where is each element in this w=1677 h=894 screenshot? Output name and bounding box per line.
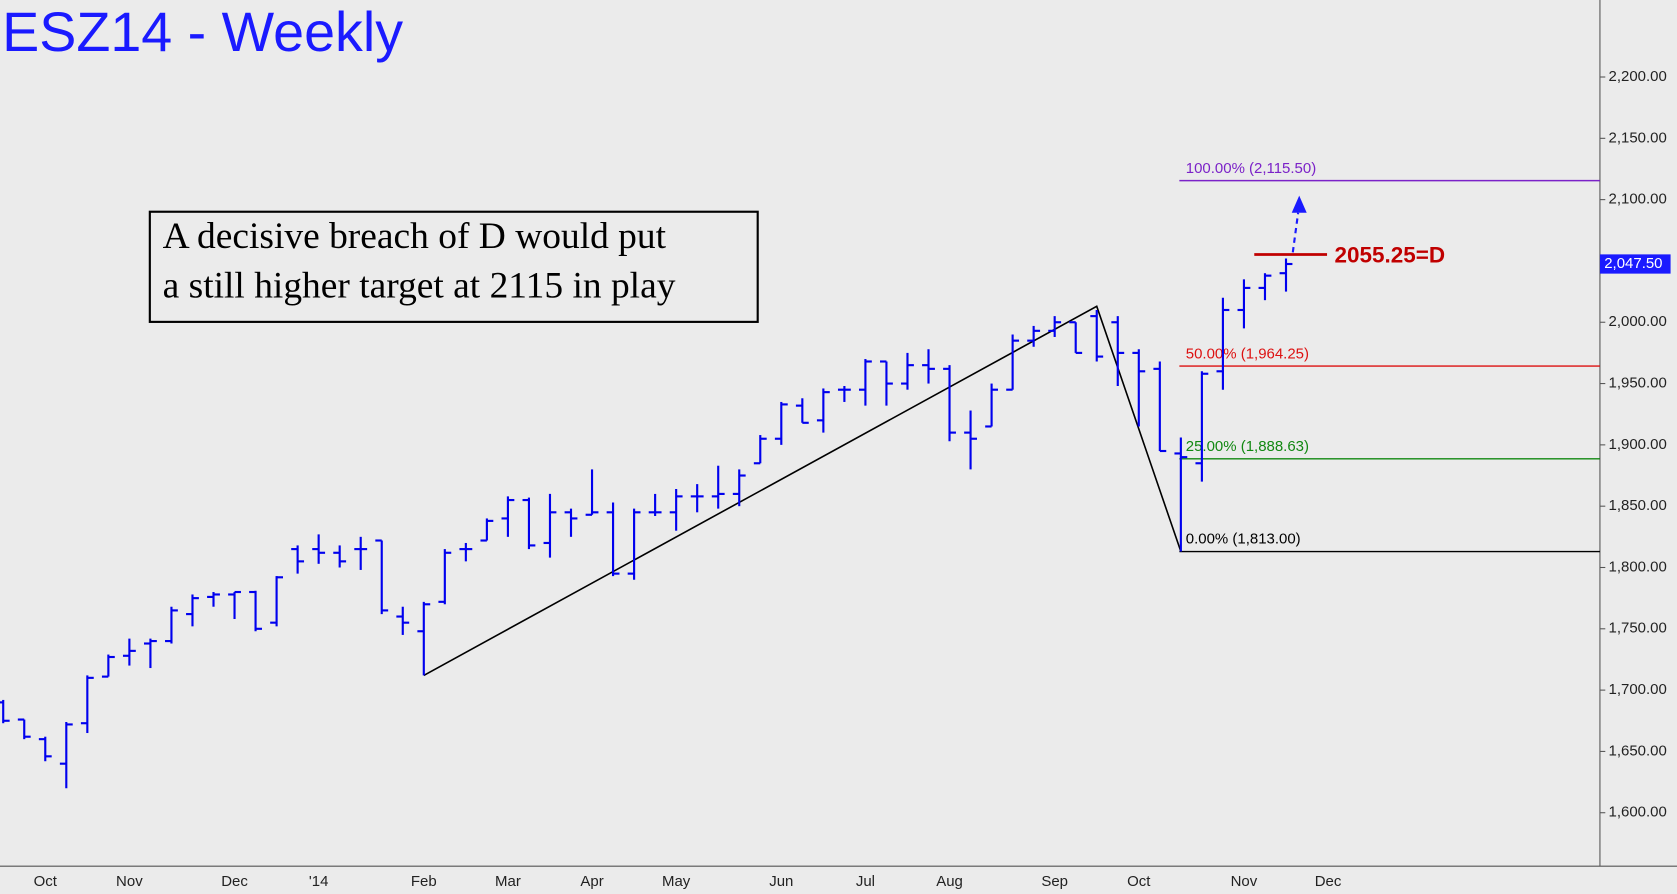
x-tick-label: Mar	[495, 873, 521, 890]
x-tick-label: Oct	[34, 873, 58, 890]
x-tick-label: '14	[309, 873, 329, 890]
target-arrow	[1291, 212, 1300, 253]
x-tick-label: Oct	[1127, 873, 1151, 890]
x-tick-label: Feb	[411, 873, 437, 890]
x-tick-label: Jul	[856, 873, 875, 890]
level-label: 50.00% (1,964.25)	[1186, 345, 1309, 362]
y-tick-label: 1,700.00	[1609, 681, 1667, 698]
x-tick-label: May	[662, 873, 691, 890]
chart-title: ESZ14 - Weekly	[2, 1, 403, 63]
last-price-label: 2,047.50	[1604, 255, 1662, 272]
y-tick-label: 1,750.00	[1609, 620, 1667, 637]
target-label: 2055.25=D	[1335, 243, 1446, 268]
y-tick-label: 2,150.00	[1609, 129, 1667, 146]
y-tick-label: 1,650.00	[1609, 742, 1667, 759]
annotation-line: a still higher target at 2115 in play	[163, 265, 676, 306]
x-tick-label: Nov	[1231, 873, 1258, 890]
x-tick-label: Dec	[221, 873, 248, 890]
y-tick-label: 1,850.00	[1609, 497, 1667, 514]
x-tick-label: Jun	[769, 873, 793, 890]
y-tick-label: 1,800.00	[1609, 558, 1667, 575]
y-tick-label: 2,100.00	[1609, 191, 1667, 208]
level-label: 25.00% (1,888.63)	[1186, 438, 1309, 455]
x-tick-label: Dec	[1315, 873, 1342, 890]
level-label: 100.00% (2,115.50)	[1186, 160, 1316, 177]
x-tick-label: Aug	[936, 873, 963, 890]
y-tick-label: 1,950.00	[1609, 375, 1667, 392]
trend-line	[423, 305, 1182, 677]
y-tick-label: 1,900.00	[1609, 436, 1667, 453]
annotation-box	[148, 210, 759, 323]
x-tick-label: Nov	[116, 873, 143, 890]
y-tick-label: 1,600.00	[1609, 804, 1667, 821]
x-tick-label: Sep	[1041, 873, 1068, 890]
arrow-head	[1291, 195, 1307, 213]
level-label: 0.00% (1,813.00)	[1186, 531, 1301, 548]
y-tick-label: 2,000.00	[1609, 313, 1667, 330]
y-tick-label: 2,200.00	[1609, 68, 1667, 85]
x-tick-label: Apr	[580, 873, 603, 890]
last-price-tag	[1599, 254, 1671, 274]
annotation-line: A decisive breach of D would put	[163, 216, 667, 257]
